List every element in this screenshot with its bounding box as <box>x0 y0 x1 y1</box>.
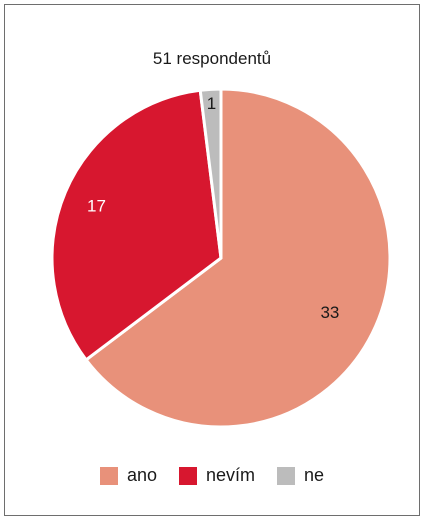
legend-item-nevím: nevím <box>178 465 256 486</box>
legend-swatch <box>99 466 118 485</box>
legend-swatch <box>277 466 296 485</box>
pie-slice-nevím <box>50 88 223 362</box>
slice-value-label-nevím: 17 <box>87 196 106 215</box>
pie-chart: 33 17 1 <box>50 87 392 429</box>
pie-slice-ne <box>198 87 223 260</box>
legend-label: nevím <box>205 465 256 485</box>
legend-label: ne <box>304 465 325 485</box>
legend-label: ano <box>126 465 157 485</box>
chart-title: 51 respondentů <box>152 49 272 68</box>
legend-swatch <box>178 466 197 485</box>
slice-value-label-ne: 1 <box>207 94 216 113</box>
legend-item-ne: ne <box>277 465 324 486</box>
legend-item-ano: ano <box>99 465 157 486</box>
pie-slice-ano <box>84 87 392 429</box>
legend: ano nevím ne <box>5 465 419 486</box>
chart-frame: 51 respondentů 33 17 1 ano nevím ne <box>4 4 420 516</box>
slice-value-label-ano: 33 <box>320 303 339 322</box>
